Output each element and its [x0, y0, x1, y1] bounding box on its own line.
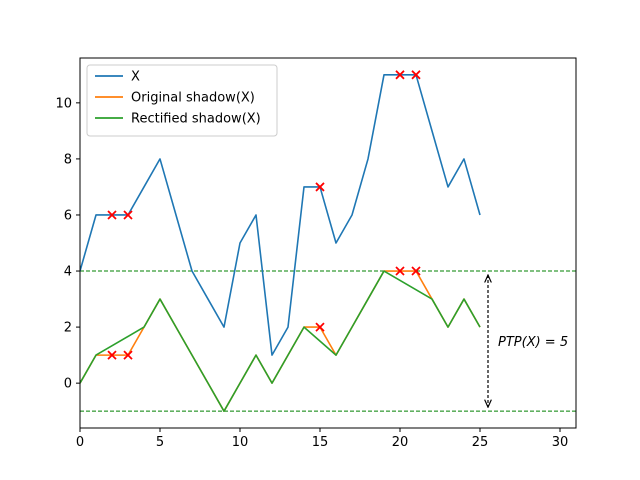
marker-shadow-2	[315, 322, 325, 332]
marker-shadow-0	[107, 350, 117, 360]
legend-label-2: Rectified shadow(X)	[131, 112, 261, 127]
y-tick-label-3: 6	[64, 208, 72, 223]
marker-x-3	[395, 70, 405, 80]
x-tick-label-1: 5	[156, 435, 164, 450]
y-tick-label-1: 2	[64, 321, 72, 336]
marker-x-4	[411, 70, 421, 80]
marker-shadow-1	[123, 350, 133, 360]
legend-label-1: Original shadow(X)	[131, 91, 255, 106]
y-tick-label-4: 8	[64, 152, 72, 167]
marker-shadow-4	[411, 266, 421, 276]
series-line-2	[80, 270, 481, 412]
y-tick-label-2: 4	[64, 265, 72, 280]
y-tick-label-0: 0	[64, 377, 72, 392]
plot-frame	[79, 57, 577, 429]
marker-x-0	[107, 210, 117, 220]
y-tick-label-5: 10	[55, 96, 72, 111]
legend-label-0: X	[131, 70, 140, 85]
legend: X Original shadow(X) Rectified shadow(X)	[86, 64, 278, 137]
marker-x-1	[123, 210, 133, 220]
marker-x-2	[315, 182, 325, 192]
legend-box	[86, 64, 278, 137]
x-tick-label-2: 10	[232, 435, 249, 450]
ptp-label: PTP(X) = 5	[498, 335, 568, 350]
x-tick-label-3: 15	[312, 435, 329, 450]
x-tick-label-6: 30	[552, 435, 569, 450]
x-tick-label-4: 20	[392, 435, 409, 450]
marker-shadow-3	[395, 266, 405, 276]
series-line-0	[80, 74, 481, 356]
x-tick-label-0: 0	[76, 435, 84, 450]
x-tick-label-5: 25	[472, 435, 489, 450]
